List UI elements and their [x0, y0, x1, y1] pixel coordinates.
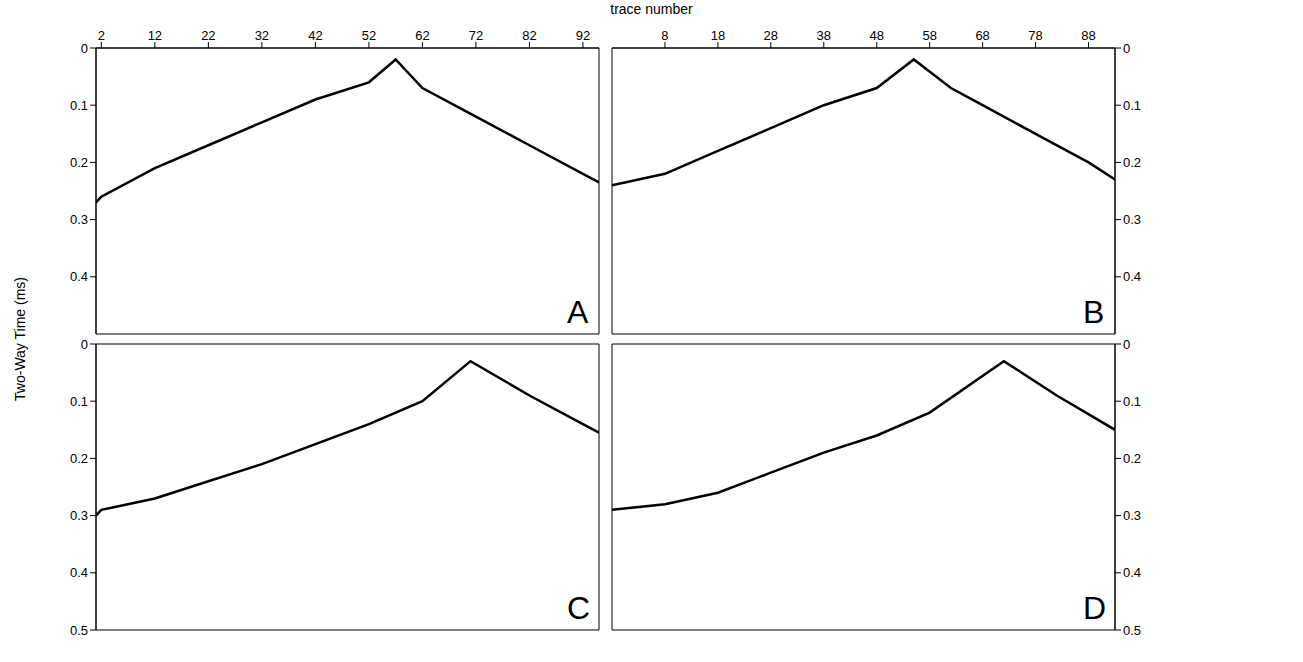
svg-text:0: 0 — [1123, 337, 1130, 352]
svg-text:0.5: 0.5 — [1123, 623, 1141, 638]
svg-text:0.2: 0.2 — [70, 451, 88, 466]
svg-text:38: 38 — [817, 28, 831, 43]
svg-text:0.1: 0.1 — [1123, 394, 1141, 409]
svg-text:92: 92 — [576, 28, 590, 43]
html-text:A: A — [567, 294, 589, 330]
svg-text:0: 0 — [81, 337, 88, 352]
html-text:C: C — [567, 590, 591, 626]
svg-text:48: 48 — [870, 28, 884, 43]
svg-text:2: 2 — [98, 28, 105, 43]
svg-text:68: 68 — [975, 28, 989, 43]
svg-text:0.4: 0.4 — [70, 269, 88, 284]
svg-text:0.3: 0.3 — [70, 212, 88, 227]
svg-text:0: 0 — [1123, 41, 1130, 56]
html-text:trace number: trace number — [610, 1, 693, 17]
svg-text:0: 0 — [81, 41, 88, 56]
svg-text:32: 32 — [255, 28, 269, 43]
svg-text:0.2: 0.2 — [1123, 451, 1141, 466]
svg-text:12: 12 — [148, 28, 162, 43]
svg-text:42: 42 — [308, 28, 322, 43]
svg-text:0.1: 0.1 — [70, 98, 88, 113]
svg-text:78: 78 — [1028, 28, 1042, 43]
svg-text:0.4: 0.4 — [1123, 269, 1141, 284]
svg-text:18: 18 — [711, 28, 725, 43]
svg-text:0.3: 0.3 — [70, 508, 88, 523]
html-text:Two-Way Time (ms): Two-Way Time (ms) — [12, 277, 28, 401]
svg-text:28: 28 — [764, 28, 778, 43]
svg-text:0.3: 0.3 — [1123, 212, 1141, 227]
svg-text:8: 8 — [661, 28, 668, 43]
svg-text:0.2: 0.2 — [70, 155, 88, 170]
svg-text:0.2: 0.2 — [1123, 155, 1141, 170]
svg-text:62: 62 — [415, 28, 429, 43]
svg-text:0.5: 0.5 — [70, 623, 88, 638]
html-text:D: D — [1083, 590, 1107, 626]
svg-text:0.3: 0.3 — [1123, 508, 1141, 523]
svg-text:58: 58 — [922, 28, 936, 43]
svg-text:72: 72 — [469, 28, 483, 43]
html-text:B: B — [1083, 294, 1105, 330]
svg-text:0.1: 0.1 — [1123, 98, 1141, 113]
svg-text:82: 82 — [522, 28, 536, 43]
svg-text:0.1: 0.1 — [70, 394, 88, 409]
svg-text:0.4: 0.4 — [70, 565, 88, 580]
svg-text:52: 52 — [362, 28, 376, 43]
svg-text:0.4: 0.4 — [1123, 565, 1141, 580]
svg-text:88: 88 — [1081, 28, 1095, 43]
svg-text:22: 22 — [201, 28, 215, 43]
